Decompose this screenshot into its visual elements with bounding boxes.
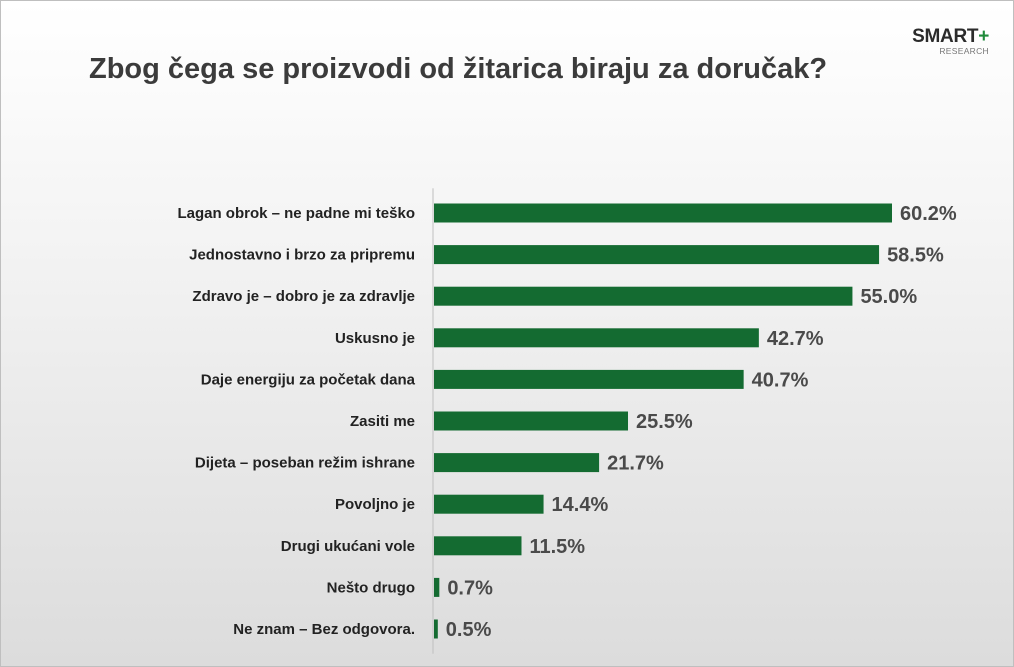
category-label: Nešto drugo: [327, 579, 415, 596]
bar: [434, 453, 600, 473]
value-label: 58.5%: [887, 245, 944, 267]
bar: [434, 619, 438, 639]
bar: [434, 245, 880, 265]
logo-main-text: SMART: [912, 26, 979, 47]
logo-subtitle: RESEARCH: [939, 46, 989, 56]
bar: [434, 369, 744, 389]
category-label: Povoljno je: [335, 496, 415, 513]
category-label: Uskusno je: [335, 330, 415, 347]
bar: [434, 577, 440, 597]
bar: [434, 411, 629, 431]
value-label: 0.5%: [446, 619, 492, 641]
value-label: 42.7%: [767, 328, 824, 350]
category-label: Daje energiju za početak dana: [201, 371, 416, 388]
category-label: Zdravo je – dobro je za zdravlje: [192, 288, 415, 305]
value-label: 14.4%: [552, 494, 609, 516]
category-label: Jednostavno i brzo za pripremu: [189, 247, 415, 264]
bar: [434, 494, 544, 514]
logo-plus-icon: +: [978, 26, 989, 47]
category-label: Zasiti me: [350, 413, 415, 430]
category-label: Drugi ukućani vole: [281, 538, 415, 555]
chart-title: Zbog čega se proizvodi od žitarica biraj…: [89, 53, 828, 85]
category-label: Ne znam – Bez odgovora.: [233, 621, 415, 638]
bar: [434, 536, 522, 556]
smart-research-logo: SMART+ RESEARCH: [912, 27, 989, 56]
category-label: Lagan obrok – ne padne mi teško: [177, 205, 415, 222]
bar: [434, 286, 853, 306]
value-label: 21.7%: [607, 453, 664, 475]
bar: [434, 328, 759, 348]
value-label: 40.7%: [752, 369, 809, 391]
value-label: 55.0%: [860, 286, 917, 308]
value-label: 0.7%: [447, 577, 493, 599]
value-label: 25.5%: [636, 411, 693, 433]
bar: [434, 203, 892, 223]
value-label: 11.5%: [529, 536, 585, 558]
value-label: 60.2%: [900, 203, 957, 225]
category-label: Dijeta – poseban režim ishrane: [195, 455, 415, 472]
logo-wordmark: SMART+: [912, 27, 989, 46]
